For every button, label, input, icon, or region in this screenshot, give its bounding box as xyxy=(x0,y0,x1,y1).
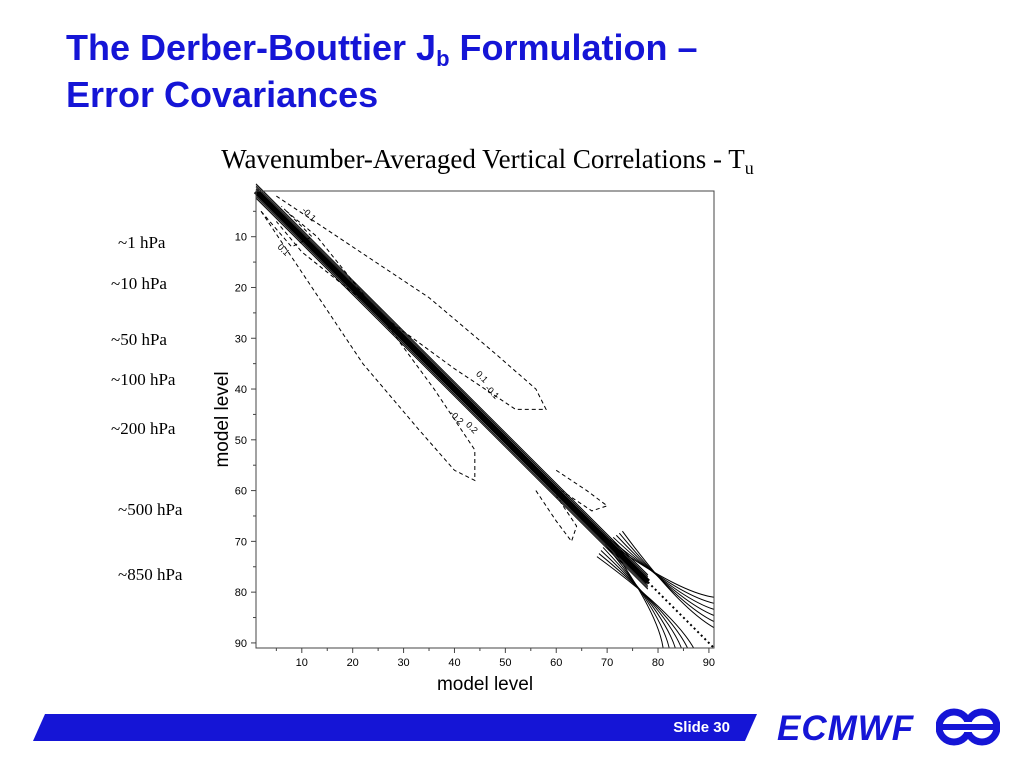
y-tick-label: 20 xyxy=(235,282,247,294)
pressure-label-10hpa: ~10 hPa xyxy=(111,274,167,293)
ecmwf-wordmark: ECMWF xyxy=(777,709,915,748)
y-tick-label: 50 xyxy=(235,435,247,447)
contour-dashed-noise xyxy=(260,205,313,248)
contour-fan-vertical xyxy=(604,544,670,649)
plot-frame xyxy=(255,190,715,649)
y-axis-label: model level xyxy=(212,371,233,467)
title-line2: Error Covariances xyxy=(66,74,379,115)
x-tick-label: 30 xyxy=(397,657,409,669)
footer-bar xyxy=(33,714,757,741)
contour-dashed-island-left xyxy=(535,490,578,543)
contour-solid xyxy=(255,183,649,576)
contour-dashed-lower xyxy=(260,210,476,482)
contour-solid xyxy=(255,197,649,590)
title-subscript: b xyxy=(436,46,450,71)
contour-solid xyxy=(255,185,649,578)
slide-number: Slide 30 xyxy=(673,719,730,736)
y-tick-label: 60 xyxy=(235,486,247,498)
x-tick-label: 10 xyxy=(296,657,308,669)
contour-fan-vertical xyxy=(596,556,695,649)
contour-lines xyxy=(253,183,715,649)
x-tick-label: 60 xyxy=(550,657,562,669)
contour-dashed-upper xyxy=(275,195,547,410)
contour-fan-vertical xyxy=(606,541,664,649)
contour-fan-vertical xyxy=(602,547,676,649)
pressure-label-500hpa: ~500 hPa xyxy=(118,500,183,519)
contour-value-label: 0.1 xyxy=(474,369,490,385)
contour-fan-vertical xyxy=(598,553,688,649)
contour-fan-horizontal xyxy=(609,538,715,604)
x-tick-label: 40 xyxy=(448,657,460,669)
x-axis-label: model level xyxy=(437,674,533,695)
y-tick-label: 30 xyxy=(235,333,247,345)
pressure-label-50hpa: ~50 hPa xyxy=(111,330,167,349)
contour-fan-horizontal xyxy=(612,536,715,610)
contour-value-label: -0.1 xyxy=(300,205,318,223)
diagonal-dotted xyxy=(647,581,715,649)
contour-fan-horizontal xyxy=(621,530,715,629)
contour-fan-horizontal xyxy=(606,540,715,598)
contour-dashed-island-right xyxy=(555,469,609,512)
contour-fan-horizontal xyxy=(615,534,715,616)
title-line1-post: Formulation – xyxy=(449,27,698,68)
diagonal-band xyxy=(253,188,650,585)
y-tick-label: 80 xyxy=(235,587,247,599)
y-tick-label: 90 xyxy=(235,638,247,650)
slide-title: The Derber-Bouttier Jb Formulation – Erro… xyxy=(66,24,698,118)
x-tick-label: 20 xyxy=(347,657,359,669)
subtitle-main: Wavenumber-Averaged Vertical Correlation… xyxy=(221,144,745,174)
title-line1-pre: The Derber-Bouttier J xyxy=(66,27,437,68)
pressure-label-1hpa: ~1 hPa xyxy=(118,233,166,252)
chart-subtitle: Wavenumber-Averaged Vertical Correlation… xyxy=(0,144,975,178)
x-tick-label: 80 xyxy=(652,657,664,669)
contour-value-label: -0.1 xyxy=(483,383,501,401)
contour-value-label: -0.2 xyxy=(448,408,466,426)
subtitle-subscript: u xyxy=(744,158,754,178)
pressure-label-200hpa: ~200 hPa xyxy=(111,419,176,438)
pressure-label-100hpa: ~100 hPa xyxy=(111,370,176,389)
contour-value-label: 0.2 xyxy=(464,420,480,436)
pressure-label-850hpa: ~850 hPa xyxy=(118,565,183,584)
contour-solid xyxy=(255,195,649,588)
x-tick-label: 90 xyxy=(703,657,715,669)
x-tick-label: 70 xyxy=(601,657,613,669)
contour-fan-horizontal xyxy=(618,532,715,623)
ecmwf-logo-icon xyxy=(936,708,1000,746)
axis-ticks: 10 20 30 40 50 60 70 80 90 10 20 30 40 50 60 70 80 90 xyxy=(235,210,715,669)
contour-fan-vertical xyxy=(600,550,682,649)
y-tick-label: 70 xyxy=(235,536,247,548)
y-tick-label: 10 xyxy=(235,232,247,244)
y-tick-label: 40 xyxy=(235,384,247,396)
x-tick-label: 50 xyxy=(499,657,511,669)
